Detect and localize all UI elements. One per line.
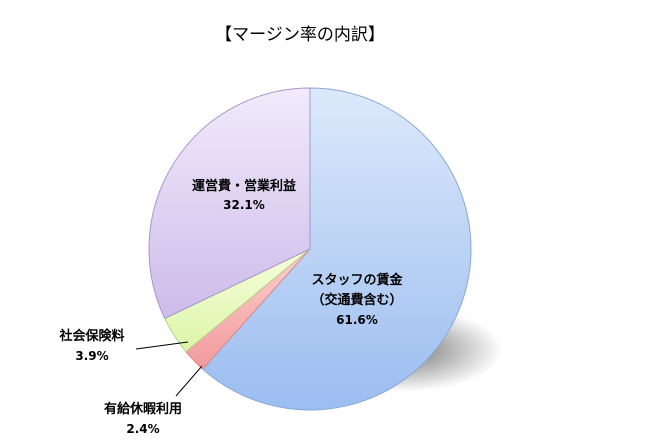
chart-title: 【マージン率の内訳】 <box>215 25 385 45</box>
slice-value-label-3: 3.9% <box>75 349 108 363</box>
slice-value-label-4: 32.1% <box>223 198 265 212</box>
leader-line-3 <box>135 341 189 350</box>
pie-slice-1 <box>202 87 472 411</box>
pie-slice-4 <box>148 87 311 320</box>
slice-labels: スタッフの賃金（交通費含む） 61.6% 有給休暇利用 2.4% 社会保険料 3.9% 運営… <box>58 178 403 436</box>
slice-label-1: スタッフの賃金（交通費含む） <box>311 272 403 308</box>
slice-value-label-2: 2.4% <box>126 422 159 436</box>
leader-lines <box>135 341 203 397</box>
leader-line-2 <box>175 365 203 397</box>
pie-slices <box>148 87 472 411</box>
slice-label-3: 社会保険料 <box>58 328 124 344</box>
slice-value-label-1: 61.6% <box>336 313 378 327</box>
slice-label-2: 有給休暇利用 <box>104 401 182 417</box>
slice-label-4: 運営費・営業利益 <box>192 178 296 194</box>
